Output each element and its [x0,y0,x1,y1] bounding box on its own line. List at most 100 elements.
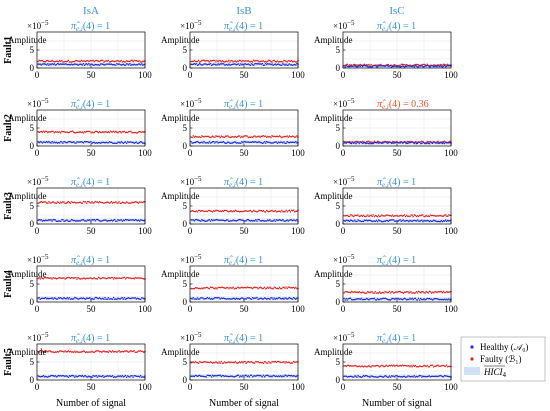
healthy-point [109,141,112,143]
faulty-point [384,215,386,217]
faulty-point [362,214,365,216]
ylabel-amplitude: Amplitude [314,191,353,201]
faulty-point [371,291,373,293]
healthy-point [387,142,390,144]
healthy-point [114,142,116,144]
healthy-point [347,219,350,222]
faulty-point [393,364,395,366]
healthy-point [77,64,79,67]
healthy-point [381,220,383,223]
healthy-point [279,64,282,66]
healthy-point [275,64,278,66]
faulty-point [388,290,391,293]
healthy-point [72,219,75,222]
faulty-point [403,214,406,216]
faulty-point [123,61,126,63]
faulty-point [366,215,368,217]
faulty-point [45,130,48,133]
faulty-point [44,201,47,203]
faulty-point [251,210,254,213]
x-tick-label: 0 [35,148,40,158]
y-tick-label: 0 [336,219,341,229]
faulty-point [111,276,114,279]
healthy-point [447,64,449,67]
healthy-point [227,219,229,221]
faulty-point [223,136,226,138]
healthy-point [191,298,193,300]
pi-symbol: π̂ [224,99,233,110]
x-tick-label: 0 [341,70,346,80]
healthy-point [101,141,103,144]
faulty-point [74,277,76,279]
row-label-3: Fault3 [3,192,14,220]
healthy-point [56,298,59,300]
faulty-point [415,290,418,293]
healthy-point [137,219,140,221]
healthy-point [72,63,75,66]
faulty-point [217,286,219,289]
healthy-point [49,63,51,65]
faulty-point [383,215,385,217]
faulty-point [52,201,54,203]
faulty-point [290,59,293,62]
pi-title: π̂e,i(4) = 0.36 [377,99,429,111]
faulty-point [353,63,355,66]
healthy-point [115,220,117,222]
faulty-point [42,130,45,132]
healthy-point [57,220,60,222]
y-tick-label: 0 [30,297,35,307]
healthy-point [70,141,73,144]
healthy-point [47,141,49,144]
faulty-point [61,202,63,204]
faulty-point [72,351,75,353]
healthy-point [101,298,103,300]
faulty-point [219,136,221,139]
x-tick-label: 0 [188,226,193,236]
pi-value: (4) = 0.36 [389,99,429,110]
column-title-isa: IsA [83,5,99,17]
faulty-point [62,61,64,63]
healthy-point [108,219,111,222]
healthy-point [195,62,198,65]
ylabel-amplitude: Amplitude [161,269,200,279]
faulty-point [375,64,378,66]
faulty-point [193,210,196,213]
faulty-point [206,135,209,138]
healthy-point [390,66,393,68]
healthy-point [67,376,70,379]
healthy-point [99,220,102,222]
faulty-point [292,60,295,63]
faulty-point [262,362,265,364]
x-tick-label: 50 [240,148,250,158]
scale-base: ×10 [180,21,195,31]
pi-subscript: e,i [229,181,236,189]
healthy-point [371,142,373,145]
scale-base: ×10 [180,255,195,265]
healthy-point [377,65,380,67]
healthy-point [41,297,44,300]
faulty-point [83,277,86,279]
healthy-point [87,297,89,300]
healthy-point [431,142,434,144]
x-tick-label: 50 [87,226,97,236]
faulty-point [371,215,373,218]
faulty-point [283,360,285,363]
legend: Healthy (𝒜₀) Faulty (ℬ₁) HICI4 [460,336,546,382]
healthy-point [207,63,210,65]
faulty-point [139,201,142,203]
x-tick-label: 50 [393,148,403,158]
scale-exponent: −5 [347,175,355,183]
faulty-point [95,59,98,62]
faulty-point [389,292,392,294]
faulty-point [110,131,113,133]
faulty-point [200,287,202,290]
faulty-point [190,210,192,213]
faulty-point [230,209,232,212]
healthy-point [353,220,355,222]
faulty-point [77,60,79,62]
healthy-point [241,140,243,143]
healthy-point [82,142,85,144]
healthy-point [234,298,237,300]
healthy-point [116,62,118,65]
